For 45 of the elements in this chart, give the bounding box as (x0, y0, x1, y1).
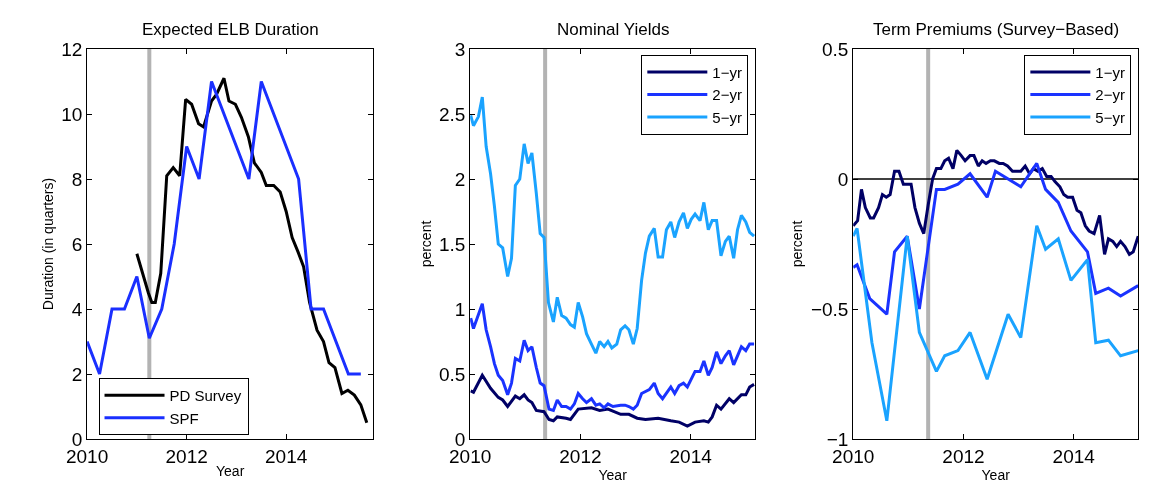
y-tick-label: 1.5 (438, 233, 466, 255)
y-axis-title: Duration (in quarters) (39, 177, 56, 311)
x-axis-title: Year (598, 466, 628, 483)
legend-label: SPF (169, 409, 199, 427)
y-tick-label: 2 (454, 168, 466, 190)
chart-title: Expected ELB Duration (142, 20, 319, 39)
legend-label: 2−yr (1095, 86, 1125, 104)
legend-label: 5−yr (712, 108, 742, 126)
x-axis-title: Year (216, 463, 245, 480)
line-series (135, 76, 369, 425)
y-tick-label: 6 (71, 233, 83, 255)
y-tick-label: 2.5 (438, 103, 466, 125)
y-tick-label: 1 (454, 298, 466, 320)
x-tick-label: 2014 (669, 445, 713, 467)
x-tick-label: 2014 (1052, 445, 1096, 467)
y-axis-title: percent (417, 220, 434, 268)
chart-title: Term Premiums (Survey−Based) (873, 20, 1120, 39)
line-series (853, 161, 1139, 316)
y-tick-label: 12 (61, 38, 83, 60)
chart-title: Nominal Yields (557, 20, 670, 39)
y-tick-label: 4 (71, 298, 83, 320)
legend-label: 2−yr (712, 86, 742, 104)
legend-label: PD Survey (169, 387, 242, 405)
line-series (853, 148, 1139, 256)
line-series (853, 224, 1139, 423)
y-tick-label: 10 (61, 103, 83, 125)
line-series (470, 302, 756, 412)
line-series (87, 80, 363, 376)
legend-label: 5−yr (1095, 108, 1125, 126)
y-tick-label: 8 (71, 168, 83, 190)
x-tick-label: 2012 (559, 445, 602, 467)
y-tick-label: 0.5 (821, 38, 849, 60)
x-tick-label: 2014 (265, 445, 308, 467)
legend-label: 1−yr (1095, 63, 1125, 81)
line-series (470, 373, 756, 428)
y-axis-title: percent (789, 220, 806, 268)
y-tick-label: −0.5 (810, 298, 849, 320)
y-tick-label: 0 (837, 168, 849, 190)
x-axis-title: Year (981, 466, 1011, 483)
x-tick-label: 2012 (942, 445, 985, 467)
y-tick-label: 0.5 (438, 363, 466, 385)
x-tick-label: 2012 (165, 445, 208, 467)
y-tick-label: 2 (71, 363, 83, 385)
y-tick-label: 3 (454, 38, 466, 60)
legend-label: 1−yr (712, 63, 742, 81)
